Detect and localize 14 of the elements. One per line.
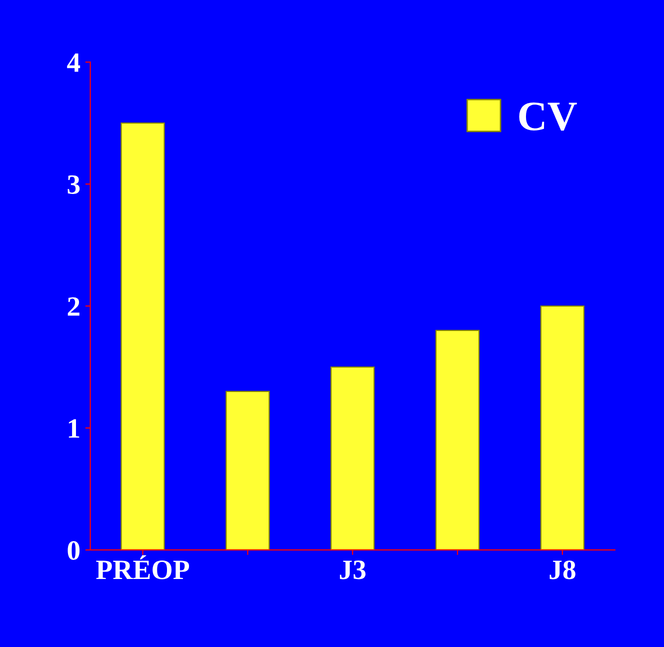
bar — [120, 122, 165, 550]
y-tick-label: 3 — [68, 175, 80, 194]
x-tick-label: PRÉOP — [96, 555, 190, 580]
y-tick-label: 0 — [68, 541, 80, 560]
y-tick-label: 4 — [67, 53, 80, 72]
x-tick-label: J3 — [340, 560, 366, 580]
bar — [540, 305, 584, 550]
bar — [435, 330, 480, 550]
y-tick-label: 1 — [68, 419, 80, 438]
legend-label: CV — [519, 102, 577, 131]
bar — [330, 366, 375, 550]
y-tick-label: 2 — [68, 297, 80, 316]
bar — [226, 390, 270, 550]
x-tick-label: J8 — [550, 560, 576, 580]
